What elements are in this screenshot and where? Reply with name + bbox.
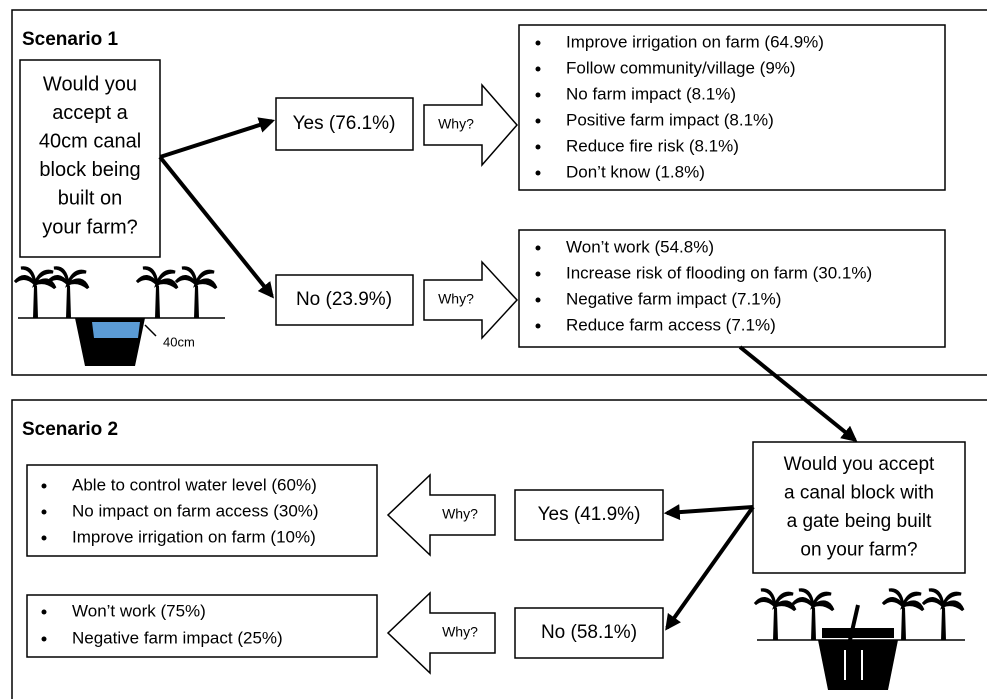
depth-marker: [145, 325, 156, 336]
reason: Negative farm impact (25%): [72, 628, 283, 647]
bullet: [536, 145, 541, 150]
bullet: [536, 246, 541, 251]
question-line: built on: [58, 188, 123, 210]
palm-tree: [923, 590, 963, 610]
reason: Won’t work (54.8%): [566, 237, 714, 256]
reason: Improve irrigation on farm (10%): [72, 527, 316, 546]
bullet: [536, 298, 541, 303]
why-label: Why?: [442, 624, 478, 640]
flow-arrow: [667, 507, 753, 513]
reason: Increase risk of flooding on farm (30.1%…: [566, 263, 872, 282]
reason: No farm impact (8.1%): [566, 84, 736, 103]
bullet: [536, 171, 541, 176]
question-line: a gate being built: [787, 511, 932, 532]
question-line: Would you: [43, 73, 137, 95]
why-label: Why?: [438, 116, 474, 132]
bullet: [42, 637, 47, 642]
reason: Don’t know (1.8%): [566, 162, 705, 181]
bullet: [536, 41, 541, 46]
palm-tree: [793, 590, 833, 610]
canal-water: [92, 322, 140, 338]
bullet: [42, 610, 47, 615]
gate-icon: [822, 628, 894, 638]
bullet: [42, 536, 47, 541]
bullet: [42, 484, 47, 489]
question-line: 40cm canal: [39, 130, 141, 152]
bullet: [536, 119, 541, 124]
answer: Yes (76.1%): [293, 113, 396, 134]
palm-tree: [15, 268, 55, 288]
palm-tree: [811, 608, 816, 640]
palm-tree: [194, 286, 199, 318]
palm-tree: [66, 286, 71, 318]
palm-tree: [155, 286, 160, 318]
answer: Yes (41.9%): [538, 504, 641, 525]
palm-tree: [755, 590, 795, 610]
palm-tree: [941, 608, 946, 640]
bullet: [536, 93, 541, 98]
why-label: Why?: [438, 291, 474, 307]
reason: Reduce farm access (7.1%): [566, 315, 776, 334]
answer: No (58.1%): [541, 622, 637, 643]
diagram: Scenario 1 Would you accept a 40cm canal blo…: [0, 0, 987, 699]
bullet: [536, 67, 541, 72]
reason: Follow community/village (9%): [566, 58, 796, 77]
scenario-label: Scenario 1: [22, 29, 119, 50]
question-line: your farm?: [42, 216, 138, 238]
flow-arrow: [160, 121, 272, 157]
palm-tree: [176, 268, 216, 288]
palm-tree: [33, 286, 38, 318]
canal-icon: [818, 640, 898, 690]
question-line: Would you accept: [784, 454, 935, 475]
question-line: a canal block with: [784, 483, 934, 504]
reason: Improve irrigation on farm (64.9%): [566, 32, 824, 51]
answer: No (23.9%): [296, 289, 392, 310]
depth-label: 40cm: [163, 334, 195, 349]
why-label: Why?: [442, 506, 478, 522]
question-line: block being: [39, 159, 140, 181]
bullet: [42, 510, 47, 515]
question-line: accept a: [52, 102, 128, 124]
palm-tree: [137, 268, 177, 288]
bullet: [536, 272, 541, 277]
bullet: [536, 324, 541, 329]
reason: Negative farm impact (7.1%): [566, 289, 781, 308]
reason: No impact on farm access (30%): [72, 501, 319, 520]
palm-tree: [901, 608, 906, 640]
reason: Reduce fire risk (8.1%): [566, 136, 739, 155]
flow-arrow: [160, 157, 272, 296]
reason: Won’t work (75%): [72, 601, 206, 620]
reason: Able to control water level (60%): [72, 475, 317, 494]
reason: Positive farm impact (8.1%): [566, 110, 774, 129]
flow-arrow: [740, 347, 855, 440]
palm-tree: [773, 608, 778, 640]
scenario-label: Scenario 2: [22, 419, 118, 440]
palm-tree: [883, 590, 923, 610]
question-line: on your farm?: [800, 540, 917, 561]
flow-arrow: [667, 507, 753, 628]
